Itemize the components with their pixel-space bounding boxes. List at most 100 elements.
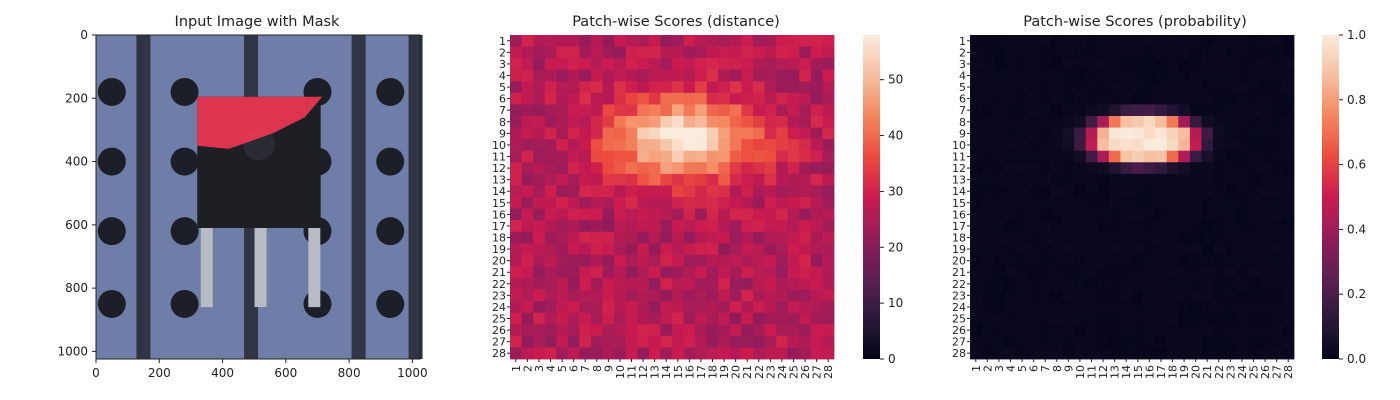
heatmap-cell xyxy=(648,289,661,302)
heatmap-cell xyxy=(753,220,765,233)
heatmap-cell xyxy=(1282,104,1295,117)
heatmap-cell xyxy=(729,139,742,152)
heatmap-cell xyxy=(1074,104,1087,117)
heatmap-cell xyxy=(1224,139,1237,152)
heatmap-cell xyxy=(1282,197,1295,209)
heatmap-cell xyxy=(741,46,754,59)
heatmap-cell xyxy=(1201,185,1214,198)
heatmap-cell xyxy=(1282,243,1295,256)
heatmap-cell xyxy=(1004,162,1017,175)
heatmap-cell xyxy=(1143,81,1156,94)
heatmap-cell xyxy=(753,81,765,94)
heatmap-cell xyxy=(1108,46,1121,59)
heatmap-cell xyxy=(544,139,557,152)
heatmap-cell xyxy=(1062,116,1075,128)
heatmap-cell xyxy=(1224,173,1237,186)
heatmap-cell xyxy=(637,266,650,279)
heatmap-cell xyxy=(718,185,731,198)
heatmap-cell xyxy=(1213,266,1225,279)
heatmap-cell xyxy=(1155,301,1168,314)
heatmap-cell xyxy=(1213,104,1225,117)
heatmap-cell xyxy=(579,116,592,128)
heatmap-cell xyxy=(993,289,1006,302)
heatmap-cell xyxy=(741,312,754,325)
heatmap-cell xyxy=(1062,335,1075,348)
heatmap-cell xyxy=(1201,243,1214,256)
heatmap-cell xyxy=(1270,278,1283,290)
heatmap-cell xyxy=(521,278,534,290)
heatmap-cell xyxy=(764,231,777,244)
heatmap-cell xyxy=(718,139,731,152)
heatmap-cell xyxy=(1213,324,1225,337)
heatmap-cell xyxy=(706,208,719,221)
heatmap-cell xyxy=(706,58,719,71)
heatmap-cell xyxy=(810,185,823,198)
heatmap-cell xyxy=(672,324,684,337)
heatmap-cell xyxy=(1259,266,1272,279)
heatmap-cell xyxy=(1132,173,1144,186)
heatmap-cell xyxy=(1108,127,1121,140)
x-tick-label: 4 xyxy=(1005,365,1018,372)
heatmap-cell xyxy=(810,35,823,47)
heatmap-cell xyxy=(822,162,835,175)
heatmap-cell xyxy=(1270,324,1283,337)
heatmap-cell xyxy=(683,58,696,71)
heatmap-cell xyxy=(1143,197,1156,209)
heatmap-cell xyxy=(1259,324,1272,337)
heatmap-cell xyxy=(1074,266,1087,279)
heatmap-cell xyxy=(1166,104,1179,117)
heatmap-cell xyxy=(1039,243,1052,256)
heatmap-cell xyxy=(1143,254,1156,267)
heatmap-cell xyxy=(706,35,719,47)
heatmap-cell xyxy=(1189,324,1202,337)
heatmap-cell xyxy=(625,139,638,152)
heatmap-cell xyxy=(741,150,754,163)
heatmap-cell xyxy=(1236,301,1249,314)
heatmap-cell xyxy=(1051,35,1063,47)
heatmap-cell xyxy=(1132,127,1144,140)
heatmap-cell xyxy=(799,312,812,325)
heatmap-cell xyxy=(683,220,696,233)
heatmap-cell xyxy=(776,81,789,94)
heatmap-cell xyxy=(521,46,534,59)
heatmap-cell xyxy=(1004,312,1017,325)
heatmap-cell xyxy=(567,81,580,94)
heatmap-cell xyxy=(695,104,708,117)
heatmap-cell xyxy=(1178,127,1191,140)
x-tick-label: 0 xyxy=(92,366,100,380)
heatmap-cell xyxy=(556,289,569,302)
heatmap-cell xyxy=(1039,266,1052,279)
heatmap-cell xyxy=(1247,266,1260,279)
heatmap-cell xyxy=(1201,139,1214,152)
probability-heatmap xyxy=(970,35,1295,360)
heatmap-cell xyxy=(1236,335,1249,348)
heatmap-cell xyxy=(695,220,708,233)
heatmap-cell xyxy=(683,162,696,175)
heatmap-cell xyxy=(1259,46,1272,59)
heatmap-cell xyxy=(683,301,696,314)
heatmap-cell xyxy=(1259,289,1272,302)
heatmap-cell xyxy=(625,312,638,325)
heatmap-cell xyxy=(672,150,684,163)
heatmap-cell xyxy=(533,289,546,302)
heatmap-cell xyxy=(602,347,615,360)
heatmap-cell xyxy=(533,266,546,279)
heatmap-cell xyxy=(567,162,580,175)
heatmap-cell xyxy=(1155,58,1168,71)
heatmap-cell xyxy=(741,243,754,256)
distance-heatmap-axes: 1234567891011121314151617181920212223242… xyxy=(492,35,835,379)
heatmap-cell xyxy=(799,289,812,302)
heatmap-cell xyxy=(648,197,661,209)
heatmap-cell xyxy=(1166,312,1179,325)
heatmap-cell xyxy=(822,231,835,244)
heatmap-cell xyxy=(776,312,789,325)
heatmap-cell xyxy=(1282,92,1295,105)
heatmap-cell xyxy=(1097,278,1110,290)
heatmap-cell xyxy=(1027,104,1040,117)
heatmap-cell xyxy=(741,335,754,348)
heatmap-cell xyxy=(718,116,731,128)
heatmap-cell xyxy=(602,185,615,198)
heatmap-cell xyxy=(787,231,800,244)
heatmap-cell xyxy=(1132,46,1144,59)
x-tick-label: 18 xyxy=(1167,365,1180,379)
